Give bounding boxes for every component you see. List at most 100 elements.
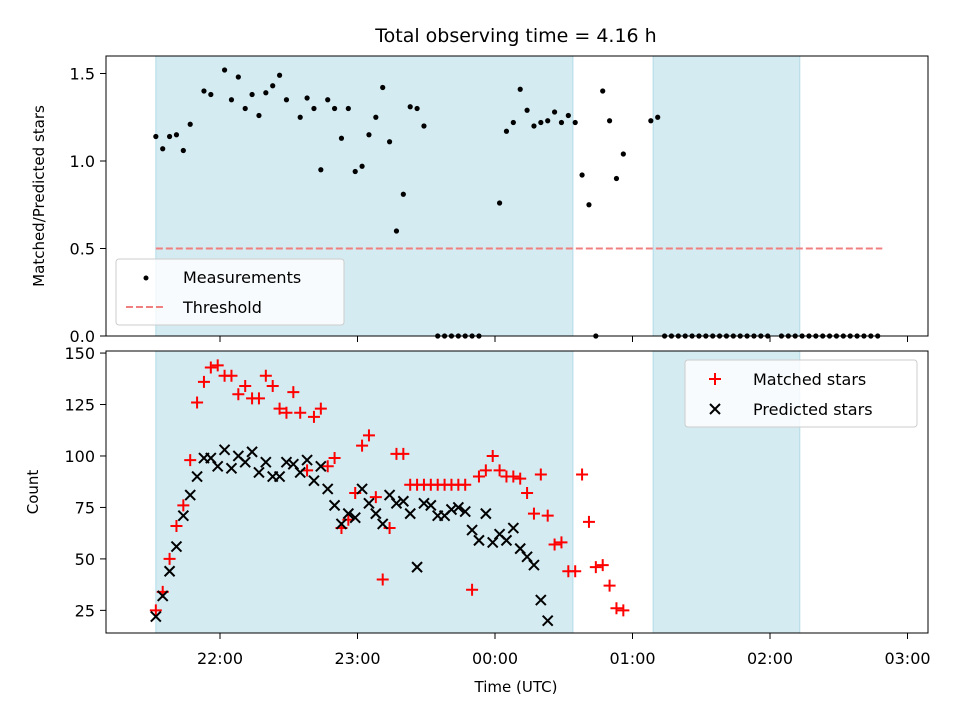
matched-star-point [170,519,183,532]
measurement-point [531,123,537,129]
bottom-y-tick-label: 100 [64,447,95,466]
matched-star-point [541,509,554,522]
bottom-axis-ticks: 25 50 75 100 125 150 22:00 23:00 00:00 01:00 02:00… [64,344,930,668]
predicted-star-point [239,456,251,468]
measurement-point [648,118,654,124]
measurement-point [228,97,235,103]
matched-star-point [232,388,245,401]
matched-star-point [163,552,176,565]
matched-star-point [321,460,334,473]
matched-star-point [479,464,492,477]
measurement-point [235,74,241,80]
matched-star-point [191,396,204,409]
predicted-star-point [184,489,196,501]
matched-star-point [328,452,341,465]
predicted-star-point [177,509,190,522]
predicted-star-point [294,466,306,479]
measurement-point [393,228,400,234]
measurement-point [503,128,510,134]
predicted-star-point [253,466,265,479]
measurement-point [318,167,324,173]
predicted-star-point [418,497,430,510]
measurement-point [558,119,565,126]
predicted-star-point [377,518,389,530]
matched-star-point [603,579,616,592]
predicted-star-point [500,534,513,547]
matched-star-point [356,439,369,452]
predicted-star-point [466,524,478,536]
x-tick-label: 22:00 [197,649,243,668]
predicted-star-point [150,610,162,623]
matched-star-point [486,449,499,462]
predicted-star-point [170,540,183,553]
matched-star-point [376,573,389,586]
legend-label-threshold: Threshold [182,298,262,317]
matched-star-point [294,406,307,419]
predicted-star-point [356,483,368,495]
matched-star-point [569,565,582,578]
matched-star-point [266,379,279,392]
top-shaded-region-1 [652,55,801,337]
matched-star-point [177,499,190,512]
matched-star-point [596,559,609,572]
predicted-star-point [246,446,258,458]
measurement-point [331,105,338,112]
matched-star-point [225,369,238,382]
predicted-star-point [480,507,492,520]
predicted-star-point [397,495,410,507]
bottom-legend: Matched stars Predicted stars [684,359,918,428]
measurement-point [208,91,214,98]
bottom-y-axis-label: Count [24,470,42,515]
measurement-point [345,105,351,112]
predicted-star-point [191,470,203,483]
matched-star-point [548,538,561,551]
x-tick-label: 02:00 [747,649,793,668]
predicted-star-point [507,522,520,534]
top-y-tick-label: 0.0 [70,327,95,346]
matched-star-point [555,536,568,549]
measurement-point [517,86,523,92]
predicted-star-point [411,561,423,573]
measurement-point [524,107,530,113]
measurement-point [407,104,413,110]
matched-star-point [252,392,265,405]
measurement-point [359,163,365,169]
measurement-point [586,202,592,208]
bottom-plot-marks [150,359,630,627]
measurement-point [400,191,406,197]
measurement-point [655,114,661,120]
legend-marker-matched [709,373,721,385]
chart-title: Total observing time = 4.16 h [374,25,656,47]
predicted-star-point [280,456,293,468]
measurement-point [160,146,166,152]
predicted-star-point [212,460,224,472]
x-tick-label: 01:00 [609,649,655,668]
predicted-star-point [473,534,485,547]
predicted-star-point [322,483,334,495]
top-axis-ticks: 0.0 0.5 1.0 1.5 [70,65,908,346]
predicted-star-point [301,454,313,466]
top-y-tick-label: 0.5 [70,240,95,259]
measurement-point [496,200,503,206]
matched-star-point [493,464,506,477]
measurement-point [373,114,379,120]
matched-star-point [521,487,534,500]
measurement-point [311,105,317,112]
matched-star-point [514,472,527,485]
measurement-point [510,119,516,126]
predicted-star-point [363,497,375,510]
measurement-point [386,139,393,145]
top-legend-box [115,258,345,326]
measurement-point [620,151,626,157]
measurement-point [565,112,571,119]
measurement-point [613,175,620,182]
measurement-point [221,67,228,73]
measurement-point [579,172,585,178]
measurement-point [606,118,613,124]
top-y-tick-label: 1.5 [70,65,95,84]
matched-star-point [589,561,602,574]
x-tick-label: 23:00 [334,649,380,668]
measurement-point [201,88,207,94]
predicted-star-point [225,462,238,475]
